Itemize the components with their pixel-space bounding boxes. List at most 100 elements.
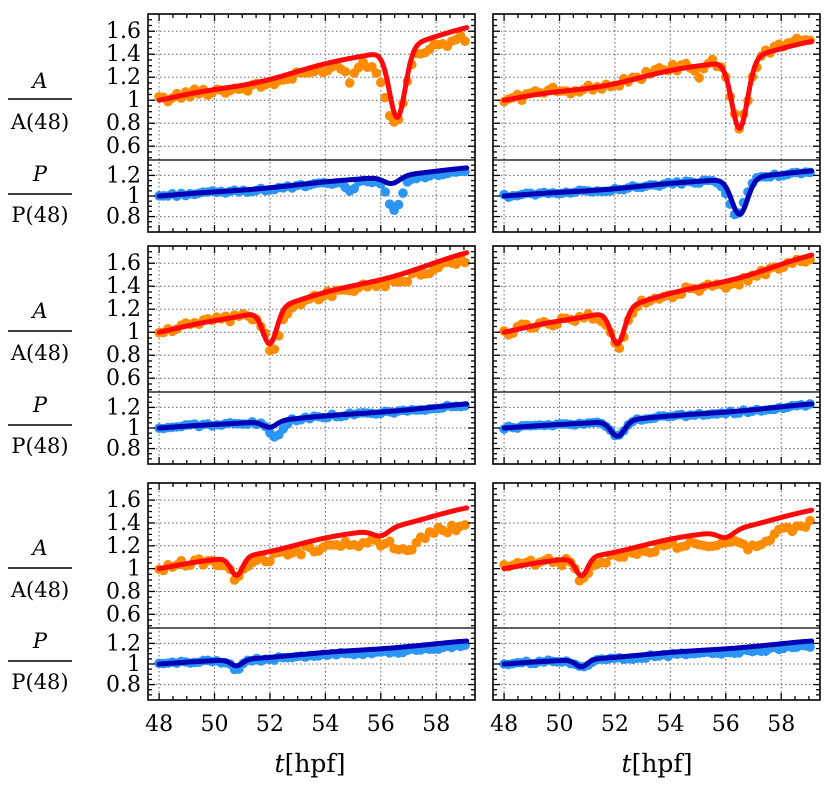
A-data-point (442, 527, 453, 538)
x-tick-label: 56 (367, 712, 395, 737)
A-series (499, 252, 815, 354)
ylabel-P-den-row0: P(48) (11, 203, 68, 227)
A-fit-line (156, 250, 470, 347)
A-tick-label: 1.6 (106, 488, 141, 513)
panel-r0-c0: 0.60.811.21.41.60.811.2 (106, 13, 476, 233)
P-fit-line (501, 638, 815, 670)
ylabel-A-num-row1: A (30, 299, 47, 323)
x-tick-label: 48 (490, 712, 518, 737)
x-tick-label: 52 (256, 712, 284, 737)
A-series (499, 507, 815, 586)
A-tick-label: 0.8 (106, 111, 141, 136)
ticks (493, 246, 820, 464)
P-tick-label: 1 (127, 184, 141, 209)
A-data-point (269, 344, 280, 355)
A-tick-label: 1 (127, 557, 141, 582)
A-tick-label: 1.4 (106, 42, 141, 67)
P-data-point (398, 188, 408, 198)
xlabel-right: t[hpf] (622, 749, 693, 778)
A-tick-label: 0.8 (106, 343, 141, 368)
xlabel-left: t[hpf] (275, 749, 346, 778)
P-tick-label: 1.2 (106, 395, 141, 420)
x-tick-label: 58 (767, 712, 795, 737)
A-data-point (734, 280, 744, 290)
panels-layer: 0.60.811.21.41.60.811.20.60.811.21.41.60… (106, 13, 821, 737)
A-tick-label: 0.6 (106, 602, 141, 627)
P-series (499, 167, 815, 220)
ylabel-A-den-row0: A(48) (10, 110, 69, 134)
ylabel-P-den-row1: P(48) (11, 434, 68, 458)
grid (493, 483, 820, 700)
xlabel-right-var: t (622, 749, 633, 778)
A-data-point (265, 556, 275, 567)
P-tick-label: 1 (127, 652, 141, 677)
A-tick-label: 0.6 (106, 366, 141, 391)
A-tick-label: 1.4 (106, 511, 141, 536)
panel-r0-c1 (492, 13, 821, 233)
P-fit-line (156, 165, 470, 199)
P-data-point (805, 642, 815, 652)
ylabel-A-den-row1: A(48) (10, 341, 69, 365)
A-data-point (375, 77, 386, 88)
ticks (493, 483, 820, 700)
A-tick-label: 1 (127, 320, 141, 345)
ticks (148, 246, 475, 464)
A-series (154, 505, 470, 585)
P-data-point (380, 187, 391, 197)
grid (148, 246, 475, 464)
P-series (499, 638, 815, 672)
A-data-point (805, 515, 815, 526)
A-data-point (460, 257, 470, 268)
A-data-points (499, 515, 815, 586)
P-tick-label: 1 (127, 416, 141, 441)
P-fit-line (501, 401, 815, 439)
P-data-points (499, 399, 815, 441)
A-tick-label: 1.6 (106, 19, 141, 44)
A-data-point (296, 549, 306, 560)
A-data-point (694, 73, 704, 83)
A-fit-line (501, 38, 815, 131)
x-tick-label: 58 (422, 712, 450, 737)
A-fit-line (156, 25, 470, 120)
A-series (154, 250, 470, 356)
ylabel-A-num-row0: A (30, 69, 47, 93)
P-fit-line (156, 401, 470, 431)
P-series (154, 400, 470, 442)
x-tick-label: 50 (546, 712, 574, 737)
P-data-point (393, 199, 404, 210)
A-tick-label: 1 (127, 88, 141, 113)
x-tick-label: 48 (145, 712, 173, 737)
x-tick-label: 54 (311, 712, 339, 737)
A-series (154, 25, 470, 127)
x-tick-label: 52 (601, 712, 629, 737)
ylabel-P-num-row0: P (32, 162, 48, 186)
A-data-point (384, 536, 395, 547)
ylabel-P-num-row1: P (32, 393, 48, 417)
P-fit-line (156, 638, 470, 669)
ticks (148, 14, 475, 232)
A-tick-label: 0.8 (106, 579, 141, 604)
ylabel-P-den-row2: P(48) (11, 670, 68, 694)
A-tick-label: 1.4 (106, 274, 141, 299)
P-tick-label: 0.8 (106, 437, 141, 462)
panel-r2-c0: 0.60.811.21.41.60.811.248 50 52 54 56 58 (106, 482, 476, 737)
A-data-point (340, 66, 351, 77)
ticks (493, 14, 820, 232)
A-data-points (499, 33, 815, 134)
P-fit-line (501, 168, 815, 217)
A-tick-label: 1.2 (106, 297, 141, 322)
A-data-points (154, 520, 470, 585)
xlabel-left-unit: [hpf] (285, 749, 346, 778)
A-tick-label: 1.2 (106, 65, 141, 90)
A-data-point (287, 74, 297, 84)
A-tick-label: 0.6 (106, 134, 141, 159)
ylabel-P-num-row2: P (32, 629, 48, 653)
A-data-point (460, 520, 470, 530)
ticks (148, 483, 475, 700)
A-tick-label: 1.2 (106, 534, 141, 559)
x-tick-label: 50 (201, 712, 229, 737)
P-tick-label: 1.2 (106, 631, 141, 656)
P-tick-label: 0.8 (106, 673, 141, 698)
x-axis-titles: t[hpf] t[hpf] (275, 749, 693, 778)
